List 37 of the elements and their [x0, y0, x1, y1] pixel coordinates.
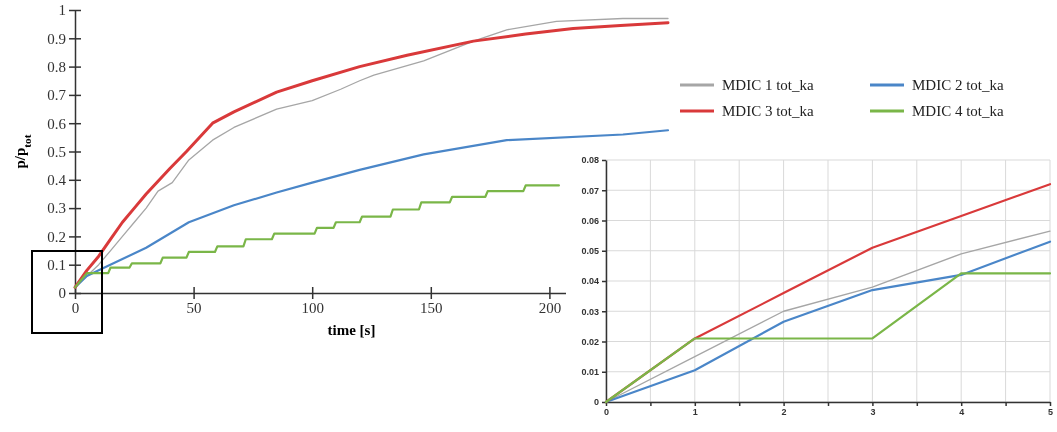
- y-tick-label: 0.08: [581, 155, 599, 166]
- x-tick-label: 2: [781, 407, 787, 418]
- legend-label: MDIC 2 tot_ka: [912, 77, 1004, 93]
- y-tick-label: 0.1: [47, 257, 66, 273]
- legend-label: MDIC 3 tot_ka: [722, 103, 814, 119]
- y-tick-label: 0.07: [581, 185, 599, 196]
- y-tick-label: 0.04: [581, 276, 599, 287]
- line-series: [73, 184, 560, 289]
- y-tick-label: 0.8: [47, 58, 66, 75]
- x-axis-title: time [s]: [327, 322, 376, 338]
- y-tick-label: 0.01: [581, 367, 599, 378]
- y-tick-label: 0.02: [581, 336, 599, 347]
- y-tick-label: 0.7: [47, 87, 67, 104]
- y-tick-label: 0.06: [581, 215, 599, 226]
- x-tick-label: 0: [71, 299, 80, 316]
- x-tick-label: 100: [301, 299, 324, 316]
- y-tick-label: 0: [593, 397, 599, 408]
- y-tick-label: 1: [58, 2, 66, 19]
- x-tick-label: 1: [692, 407, 698, 418]
- x-tick-label: 5: [1047, 407, 1054, 418]
- y-tick-label: 0.6: [47, 115, 67, 132]
- x-tick-label: 3: [870, 407, 876, 418]
- y-tick-label: 0.2: [47, 228, 66, 245]
- x-tick-label: 50: [186, 299, 202, 316]
- y-tick-label: 0.5: [47, 143, 66, 160]
- x-tick-label: 4: [959, 407, 965, 418]
- y-tick-label: 0: [58, 285, 66, 302]
- legend-label: MDIC 1 tot_ka: [722, 77, 814, 93]
- y-tick-label: 0.05: [581, 246, 599, 257]
- y-tick-label: 0.3: [47, 200, 66, 217]
- legend-label: MDIC 4 tot_ka: [912, 103, 1004, 119]
- y-tick-label: 0.9: [47, 30, 66, 47]
- x-tick-label: 200: [538, 299, 562, 316]
- x-tick-label: 0: [603, 407, 610, 418]
- y-tick-label: 0.4: [47, 172, 67, 189]
- y-tick-label: 0.03: [581, 306, 599, 317]
- x-tick-label: 150: [420, 299, 443, 316]
